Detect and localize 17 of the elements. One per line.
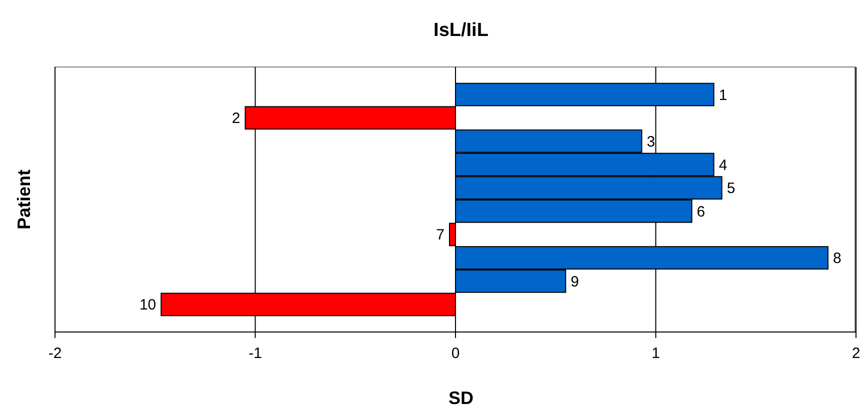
x-axis-title: SD xyxy=(448,388,474,408)
x-tick-label: 0 xyxy=(451,345,460,362)
x-tick-label: -1 xyxy=(248,345,262,362)
x-tick-label: 2 xyxy=(852,345,860,362)
y-tick-label: 6 xyxy=(696,203,706,220)
y-tick-label: 10 xyxy=(139,296,156,314)
y-tick-label: 9 xyxy=(570,273,579,290)
x-tick-label: 1 xyxy=(652,345,660,362)
y-tick-label: 7 xyxy=(436,226,444,244)
y-tick-label: 4 xyxy=(718,156,728,174)
x-tick-label: -2 xyxy=(48,345,62,362)
y-tick-label: 3 xyxy=(646,133,656,150)
y-axis-title: Patient xyxy=(14,169,34,230)
chart-title: IsL/IiL xyxy=(434,20,489,41)
y-tick-label: 1 xyxy=(718,86,728,104)
y-tick-label: 5 xyxy=(726,180,736,198)
y-tick-label: 8 xyxy=(832,250,842,268)
